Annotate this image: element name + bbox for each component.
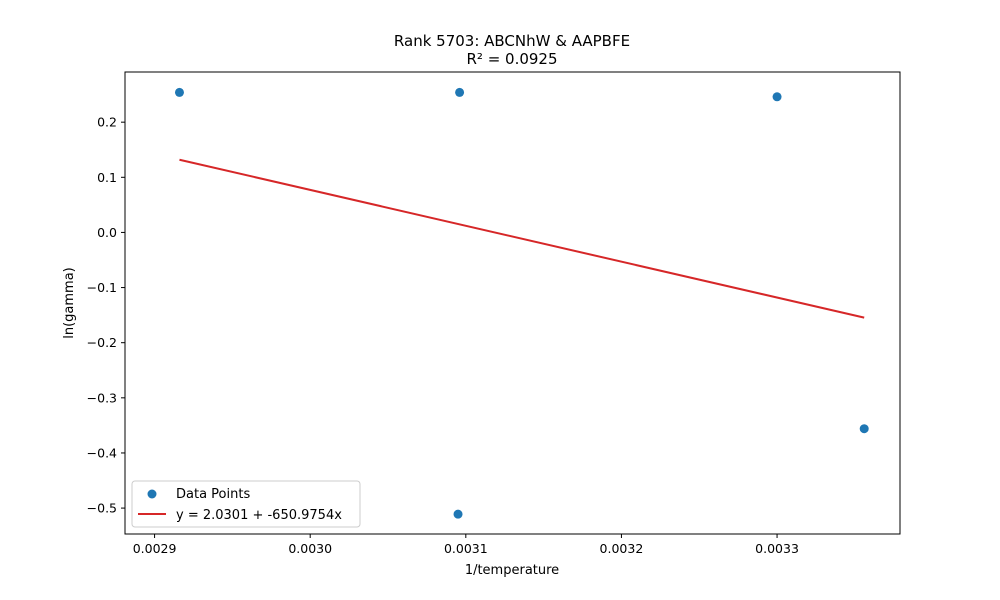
x-tick-label: 0.0029	[133, 541, 177, 556]
chart-title: Rank 5703: ABCNhW & AAPBFE	[394, 32, 630, 50]
legend-scatter-marker	[147, 489, 157, 499]
plot-frame	[124, 71, 901, 535]
y-tick-label: −0.5	[87, 501, 117, 516]
y-axis-label: ln(gamma)	[62, 267, 77, 339]
y-tick-label: 0.0	[97, 225, 117, 240]
x-axis-label: 1/temperature	[465, 563, 559, 578]
y-tick-label: −0.2	[87, 335, 117, 350]
regression-line	[179, 158, 865, 319]
y-axis: 0.2 0.1 0.0 −0.1 −0.2 −0.3 −0.4 −0.5	[87, 115, 125, 516]
data-point	[772, 92, 782, 102]
data-point	[174, 87, 184, 97]
x-tick-label: 0.0033	[755, 541, 799, 556]
x-axis: 0.0029 0.0030 0.0031 0.0032 0.0033	[133, 534, 799, 556]
data-point	[455, 87, 465, 97]
plot-area	[174, 87, 869, 519]
legend-label-data-points: Data Points	[176, 487, 250, 502]
legend-label-fit-line: y = 2.0301 + -650.9754x	[176, 508, 342, 523]
x-tick-label: 0.0031	[444, 541, 488, 556]
y-tick-label: −0.1	[87, 280, 117, 295]
x-tick-label: 0.0030	[288, 541, 332, 556]
chart-subtitle: R² = 0.0925	[466, 50, 557, 68]
data-point	[453, 509, 463, 519]
y-tick-label: −0.4	[87, 445, 117, 460]
x-tick-label: 0.0032	[600, 541, 644, 556]
y-tick-label: 0.2	[97, 115, 117, 130]
legend-box	[131, 480, 361, 528]
y-tick-label: 0.1	[97, 170, 117, 185]
legend: Data Points y = 2.0301 + -650.9754x	[131, 480, 361, 528]
data-point	[859, 424, 869, 434]
y-tick-label: −0.3	[87, 390, 117, 405]
